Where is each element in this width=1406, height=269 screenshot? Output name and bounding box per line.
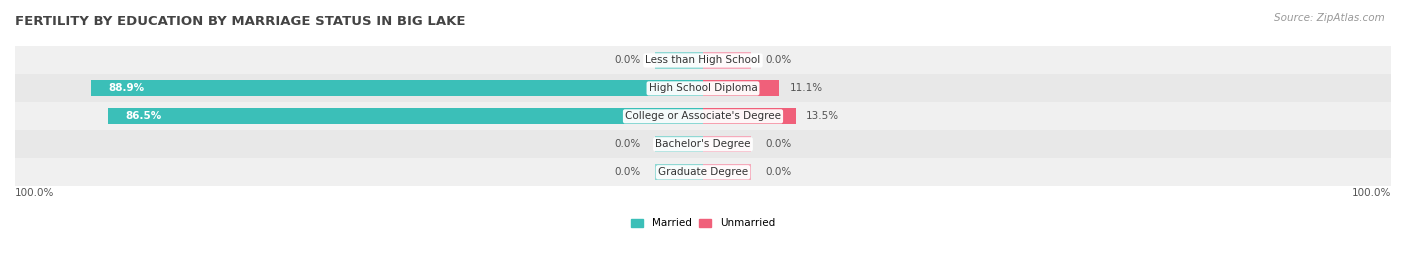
Text: Less than High School: Less than High School	[645, 55, 761, 65]
Bar	[655, 52, 703, 69]
Bar	[15, 47, 1391, 75]
Bar	[655, 136, 703, 153]
Text: 100.0%: 100.0%	[15, 188, 55, 198]
Text: 0.0%: 0.0%	[765, 167, 792, 177]
Bar	[703, 136, 751, 153]
Text: 0.0%: 0.0%	[765, 55, 792, 65]
Bar	[91, 80, 703, 97]
Text: 0.0%: 0.0%	[614, 55, 641, 65]
Text: 0.0%: 0.0%	[614, 167, 641, 177]
Text: 88.9%: 88.9%	[108, 83, 145, 93]
Legend: Married, Unmarried: Married, Unmarried	[627, 214, 779, 232]
Text: 11.1%: 11.1%	[790, 83, 823, 93]
Bar	[703, 108, 796, 125]
Text: Bachelor's Degree: Bachelor's Degree	[655, 139, 751, 149]
Text: 0.0%: 0.0%	[765, 139, 792, 149]
Bar	[703, 164, 751, 180]
Text: 13.5%: 13.5%	[806, 111, 839, 121]
Bar	[15, 158, 1391, 186]
Text: FERTILITY BY EDUCATION BY MARRIAGE STATUS IN BIG LAKE: FERTILITY BY EDUCATION BY MARRIAGE STATU…	[15, 15, 465, 28]
Bar	[108, 108, 703, 125]
Bar	[703, 80, 779, 97]
Text: College or Associate's Degree: College or Associate's Degree	[626, 111, 780, 121]
Text: High School Diploma: High School Diploma	[648, 83, 758, 93]
Bar	[703, 52, 751, 69]
Text: 86.5%: 86.5%	[125, 111, 162, 121]
Bar	[655, 164, 703, 180]
Text: 100.0%: 100.0%	[1351, 188, 1391, 198]
Bar	[15, 130, 1391, 158]
Text: Source: ZipAtlas.com: Source: ZipAtlas.com	[1274, 13, 1385, 23]
Bar	[15, 102, 1391, 130]
Text: 0.0%: 0.0%	[614, 139, 641, 149]
Bar	[15, 75, 1391, 102]
Text: Graduate Degree: Graduate Degree	[658, 167, 748, 177]
